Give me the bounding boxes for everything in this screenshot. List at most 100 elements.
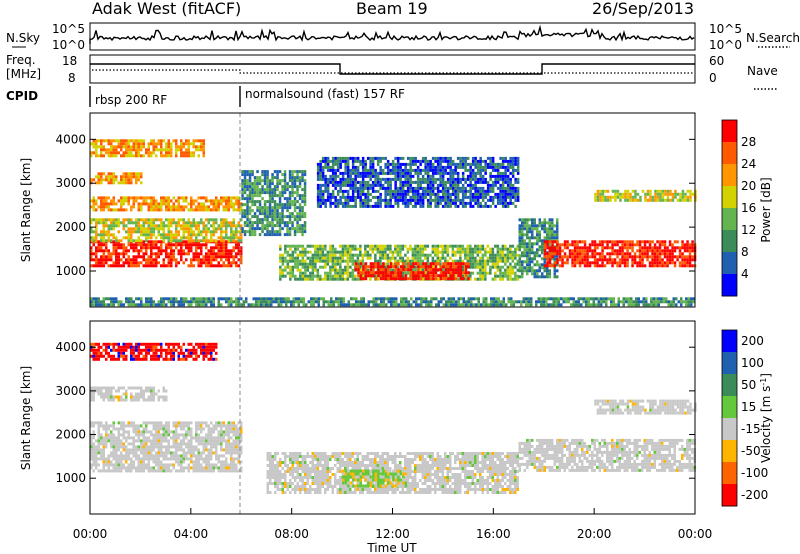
power-cell [449,165,452,169]
power-cell [464,159,467,163]
power-cell [411,198,415,202]
power-cell [641,264,644,268]
power-cell [561,249,564,253]
power-cell [278,224,282,228]
power-cell [451,253,455,257]
power-cell [523,269,526,273]
power-cell [469,174,472,178]
power-cell [663,240,667,244]
power-cell [180,236,183,240]
power-cell [303,215,307,219]
power-cell [95,224,98,228]
power-cell [543,221,546,225]
power-cell [431,244,435,248]
power-cell [292,297,295,301]
power-cell [509,171,512,175]
power-cell [469,256,472,260]
power-cell [533,251,536,255]
power-cell [130,196,133,200]
power-cell [484,171,487,175]
power-cell [155,236,158,240]
power-cell [476,186,480,190]
power-cell [197,230,200,234]
power-cell [182,224,185,228]
power-cell [499,165,502,169]
power-cell [434,277,438,281]
power-cell [636,192,640,196]
power-cell [454,198,457,202]
power-cell [341,204,345,208]
power-cell [354,186,357,190]
power-cell [288,170,292,174]
power-cell [376,250,380,254]
power-cell [127,145,130,149]
power-cell [366,195,370,199]
power-cell [646,249,649,253]
power-cell [112,139,115,143]
power-cell [162,199,165,203]
power-cell [271,218,274,222]
power-cell [422,274,425,278]
power-cell [132,202,135,206]
power-cell [374,156,377,160]
power-cell [444,192,447,196]
power-cell [303,221,307,225]
power-cell [556,236,559,240]
power-cell [367,271,370,275]
power-cell [100,303,103,307]
power-cell [177,230,180,234]
power-cell [122,261,125,265]
power-cell [439,268,443,272]
power-cell [315,297,318,301]
power-cell [371,195,375,199]
power-cell [263,215,267,219]
power-cell [205,230,208,234]
power-cell [140,142,143,146]
power-cell [661,261,664,265]
power-cell [102,224,105,228]
power-cell [491,247,495,251]
power-cell [125,142,128,146]
power-cell [117,300,120,304]
power-cell [341,192,345,196]
power-cell [586,249,589,253]
power-cell [351,195,355,199]
power-cell [484,192,487,196]
power-cell [374,171,377,175]
power-cell [464,177,467,181]
power-cell [162,264,165,268]
power-cell [406,189,410,193]
power-cell [346,165,350,169]
power-cell [528,239,531,243]
power-cell [175,142,178,146]
power-cell [511,271,515,275]
power-cell [371,165,375,169]
power-cell [396,259,400,263]
power-cells [90,139,697,307]
power-cell [100,300,103,304]
power-cell [518,266,521,270]
power-cell [132,148,135,152]
power-cell [304,274,307,278]
freq-label-1: Freq. [6,53,36,67]
power-cell [439,171,442,175]
power-cell [170,205,173,209]
power-cell [354,174,357,178]
power-cell [289,265,292,269]
power-cell [147,297,150,301]
power-cell [294,265,297,269]
power-cell [439,244,442,248]
power-cell [394,162,397,166]
power-cell [684,192,687,196]
power-cell [306,268,310,272]
power-cell [346,271,350,275]
power-cell [215,246,218,250]
power-cell [157,208,160,212]
power-cell [102,139,105,143]
power-cell [467,271,470,275]
power-cell [518,275,521,279]
power-cell [177,148,180,152]
power-cell [314,253,317,257]
power-cell [110,175,113,179]
power-cell [283,179,287,183]
